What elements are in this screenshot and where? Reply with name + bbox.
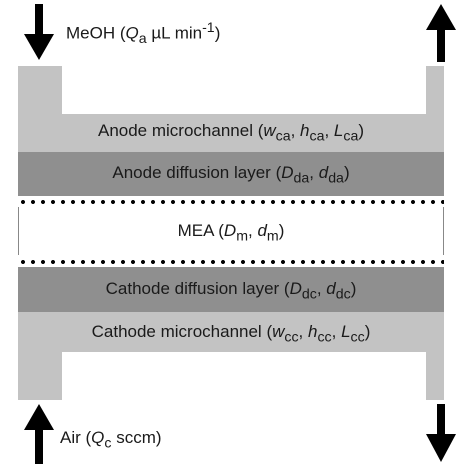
cathode-diffusion-layer <box>18 267 444 312</box>
anode-out-arrow-icon <box>426 4 456 62</box>
mea-label: MEA (Dm, dm) <box>177 221 285 245</box>
anode-microchannel-layer <box>18 114 444 152</box>
meoh-inlet-label: MeOH (Qa µL min-1) <box>66 20 221 48</box>
anode-membrane-dots <box>18 199 444 205</box>
air-inlet-label: Air (Qc sccm) <box>60 428 162 452</box>
mea-layer <box>18 207 444 255</box>
anode-diffusion-layer <box>18 152 444 196</box>
cathode-microchannel-layer <box>18 312 444 352</box>
meoh-in-arrow-icon <box>24 4 54 60</box>
cathode-microchannel-label: Cathode microchannel (wcc, hcc, Lcc) <box>91 322 371 346</box>
cathode-out-arrow-icon <box>426 404 456 462</box>
air-in-arrow-icon <box>24 404 54 464</box>
cathode-membrane-dots <box>18 259 444 265</box>
anode-microchannel-label: Anode microchannel (wca, hca, Lca) <box>97 121 365 145</box>
anode-diffusion-label: Anode diffusion layer (Dda, dda) <box>112 163 350 187</box>
anode-inlet-port <box>18 66 62 116</box>
cathode-inlet-port <box>18 350 62 400</box>
cathode-outlet-port <box>426 350 444 400</box>
anode-outlet-port <box>426 66 444 116</box>
cathode-diffusion-label: Cathode diffusion layer (Ddc, ddc) <box>105 279 357 303</box>
